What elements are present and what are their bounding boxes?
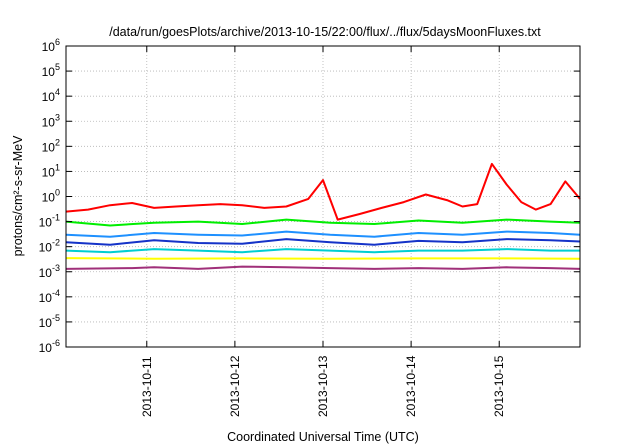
series-line-3 [65, 230, 581, 238]
y-tick-label: 10-2 [39, 238, 60, 255]
y-axis-label: protons/cm²-s-sr-MeV [11, 135, 25, 257]
y-tick-label: 10-6 [39, 338, 60, 355]
y-tick-label: 10-4 [39, 288, 60, 305]
x-tick-label: 2013-10-13 [316, 355, 330, 417]
x-tick-label: 2013-10-14 [404, 355, 418, 417]
y-tick-label: 101 [42, 162, 60, 179]
series-line-4 [65, 238, 581, 246]
y-tick-label: 104 [42, 87, 60, 104]
chart-title: /data/run/goesPlots/archive/2013-10-15/2… [109, 25, 541, 39]
y-tick-label: 10-5 [39, 313, 60, 330]
y-tick-label: 102 [42, 137, 60, 154]
series-line-5 [65, 248, 580, 254]
y-tick-label: 106 [42, 37, 60, 54]
x-tick-label: 2013-10-12 [228, 355, 242, 417]
series-line-1 [65, 162, 581, 221]
grid-lines [66, 46, 580, 347]
x-axis-label: Coordinated Universal Time (UTC) [227, 430, 419, 444]
y-tick-label: 100 [42, 188, 60, 205]
y-tick-label: 105 [42, 62, 60, 79]
y-tick-label: 10-1 [39, 213, 60, 230]
series-line-6 [65, 257, 581, 260]
series-line-7 [65, 265, 581, 270]
series-line-2 [65, 218, 581, 227]
y-tick-label: 103 [42, 112, 60, 129]
y-tick-label: 10-3 [39, 263, 60, 280]
x-tick-label: 2013-10-15 [492, 355, 506, 417]
series-group [65, 162, 581, 270]
x-axis: 2013-10-11 2013-10-12 2013-10-13 2013-10-14… [140, 46, 506, 417]
x-tick-label: 2013-10-11 [140, 356, 154, 417]
